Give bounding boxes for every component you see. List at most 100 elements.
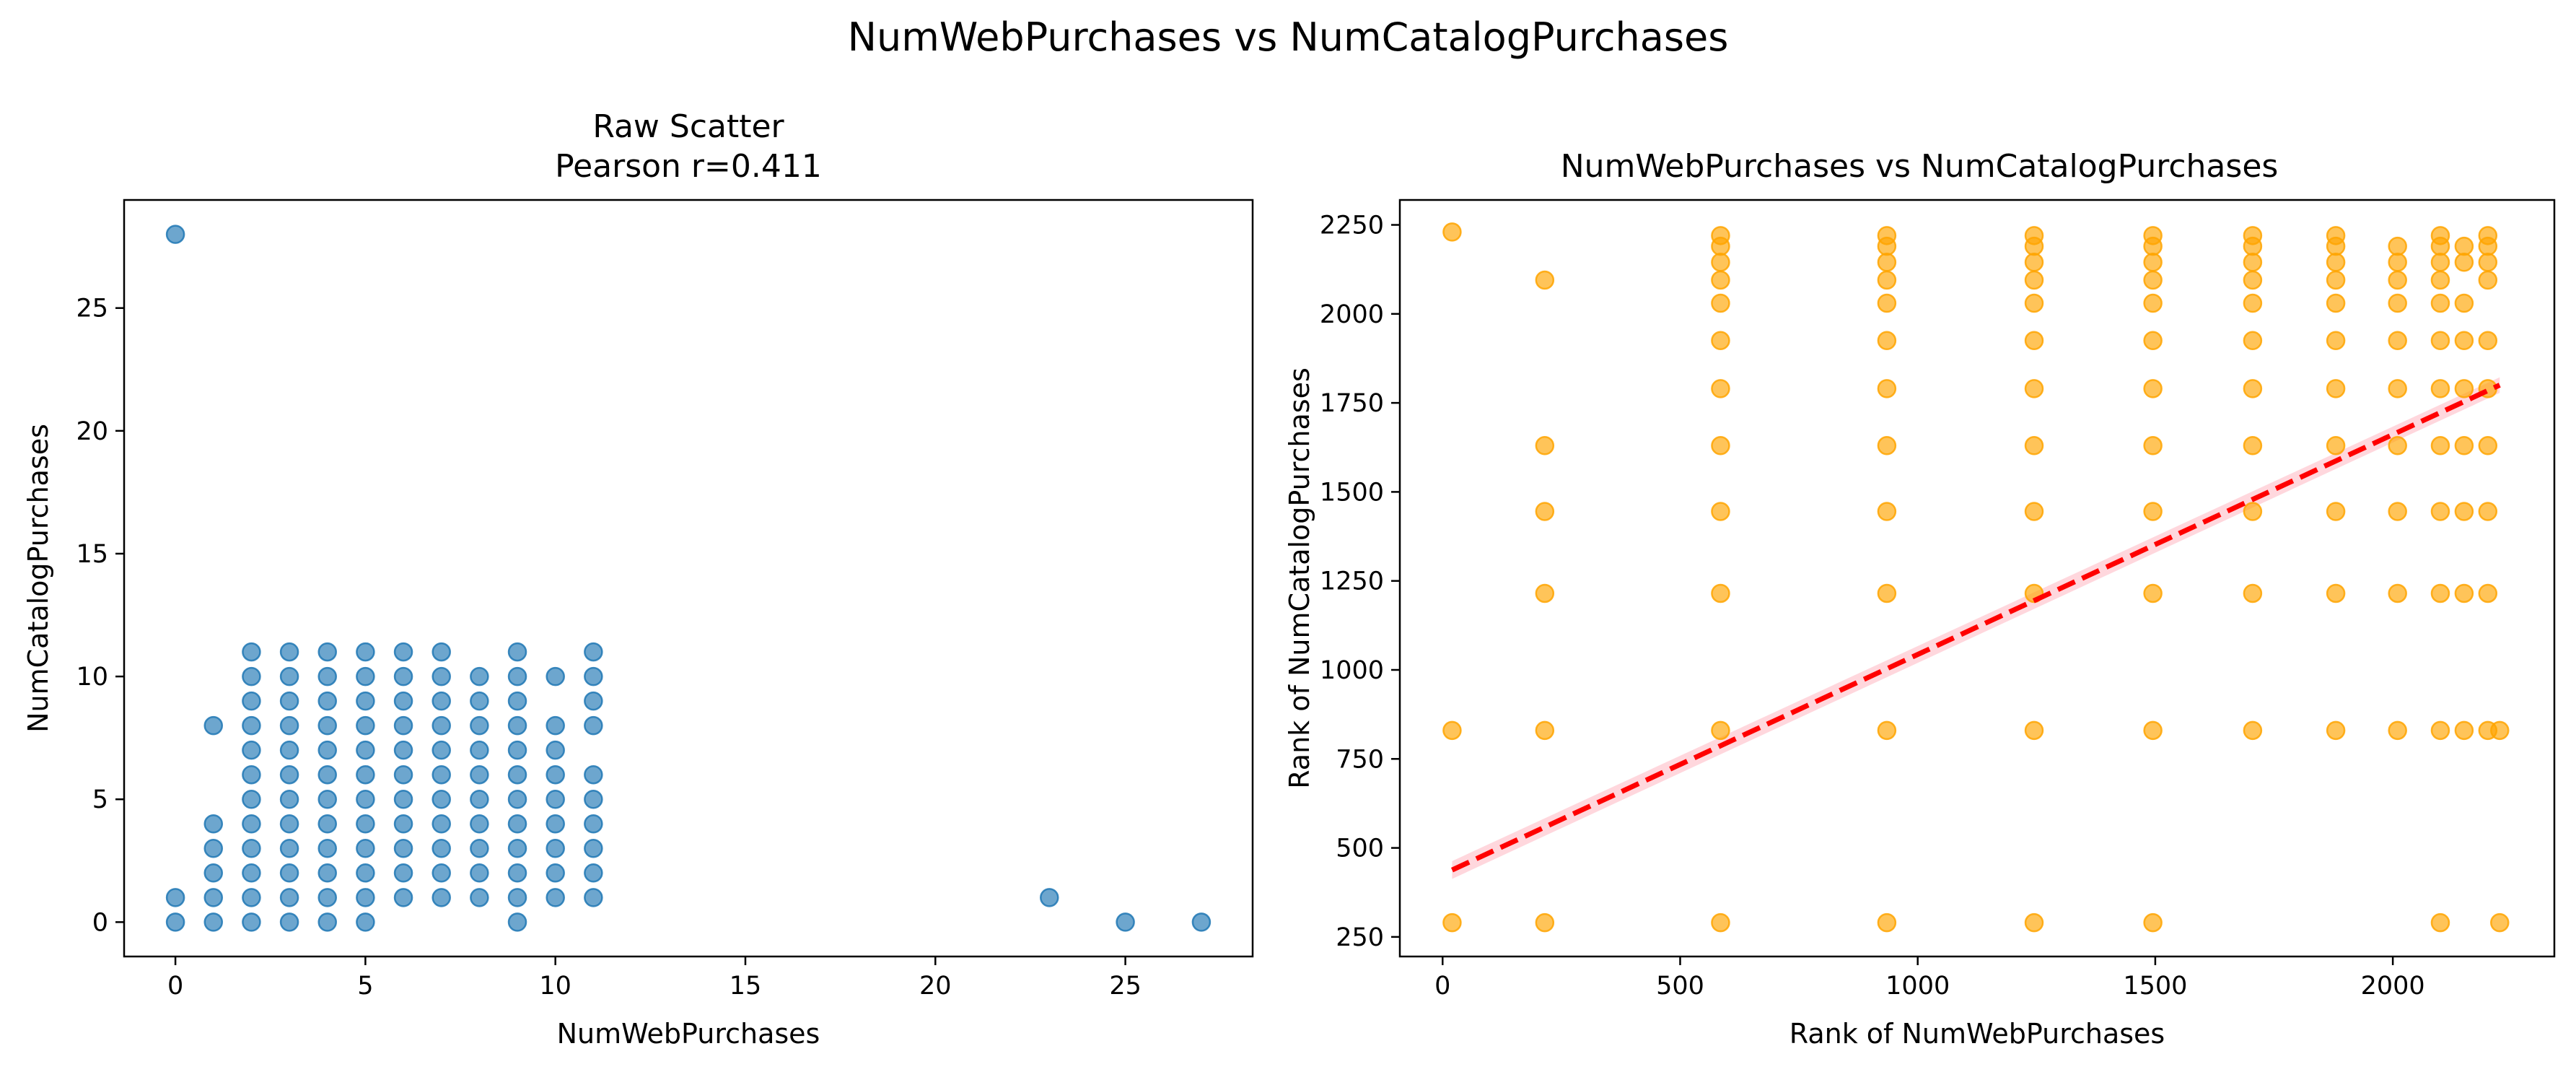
scatter-point [1040,888,1059,907]
left-panel-title: Raw Scatter [592,108,784,145]
scatter-point [2478,226,2498,245]
x-tick-label: 25 [1109,972,1142,1001]
scatter-point [2024,253,2044,272]
scatter-point [2430,436,2450,456]
scatter-point [431,666,451,687]
scatter-point [2454,331,2474,351]
scatter-point [1877,720,1897,741]
scatter-point [203,863,224,883]
scatter-point [584,691,603,711]
scatter-point [470,814,489,834]
scatter-point [507,912,527,932]
scatter-point [2326,379,2346,398]
scatter-point [203,715,224,736]
scatter-point [279,715,299,736]
scatter-point [203,888,224,907]
scatter-point [2143,583,2163,603]
scatter-point [1711,253,1730,272]
scatter-point [242,888,261,907]
left-x-axis-label: NumWebPurchases [557,1018,820,1050]
right-panel: NumWebPurchases vs NumCatalogPurchases 0… [1284,148,2556,1050]
scatter-point [393,642,413,662]
scatter-point [356,764,375,785]
scatter-point [356,642,375,662]
scatter-point [242,789,261,809]
scatter-point [279,789,299,809]
scatter-point [2024,226,2044,245]
y-tick-label: 2000 [1320,300,1384,329]
scatter-point [2024,331,2044,351]
scatter-point [242,740,261,760]
scatter-point [2478,436,2498,456]
scatter-point [317,888,337,907]
scatter-point [2143,293,2163,313]
scatter-point [393,740,413,760]
scatter-point [431,814,451,834]
scatter-point [470,715,489,736]
y-tick-label: 0 [92,908,108,937]
scatter-point [242,666,261,687]
scatter-point [242,691,261,711]
scatter-point [470,691,489,711]
x-tick-label: 20 [919,972,952,1001]
scatter-point [470,740,489,760]
scatter-point [2243,253,2263,272]
scatter-point [242,715,261,736]
scatter-point [2454,293,2474,313]
scatter-point [2430,331,2450,351]
scatter-point [393,715,413,736]
scatter-point [1877,293,1897,313]
scatter-point [2326,331,2346,351]
scatter-point [2490,912,2510,933]
scatter-point [546,764,565,785]
left-panel-subtitle: Pearson r=0.411 [555,148,822,185]
scatter-point [2243,331,2263,351]
scatter-point [1711,912,1730,933]
scatter-point [1116,912,1135,932]
scatter-point [2388,720,2407,741]
scatter-point [2024,436,2044,456]
scatter-point [2024,379,2044,398]
scatter-point [165,912,185,932]
scatter-point [470,839,489,858]
scatter-point [2454,502,2474,521]
scatter-point [317,912,337,932]
scatter-point [356,863,375,883]
scatter-point [356,912,375,932]
scatter-point [2143,270,2163,290]
scatter-point [2326,293,2346,313]
y-tick-label: 750 [1336,745,1384,774]
scatter-point [2430,583,2450,603]
scatter-point [1711,502,1730,521]
scatter-point [470,764,489,785]
scatter-point [470,666,489,687]
x-tick-label: 0 [1434,972,1450,1001]
scatter-point [584,764,603,785]
scatter-point [356,740,375,760]
scatter-point [279,764,299,785]
scatter-point [279,642,299,662]
scatter-point [1711,720,1730,741]
scatter-point [431,863,451,883]
y-tick-label: 1750 [1320,389,1384,418]
scatter-point [242,764,261,785]
x-tick-label: 15 [730,972,762,1001]
scatter-point [317,764,337,785]
scatter-point [546,839,565,858]
y-tick-label: 2250 [1320,212,1384,240]
scatter-point [546,863,565,883]
scatter-point [2243,720,2263,741]
scatter-point [165,225,185,244]
scatter-point [2326,720,2346,741]
scatter-point [1711,331,1730,351]
scatter-point [393,814,413,834]
scatter-point [2243,226,2263,245]
scatter-point [2478,502,2498,521]
scatter-point [2243,379,2263,398]
scatter-point [546,888,565,907]
scatter-point [2388,583,2407,603]
scatter-point [317,740,337,760]
scatter-point [2388,331,2407,351]
scatter-point [546,789,565,809]
